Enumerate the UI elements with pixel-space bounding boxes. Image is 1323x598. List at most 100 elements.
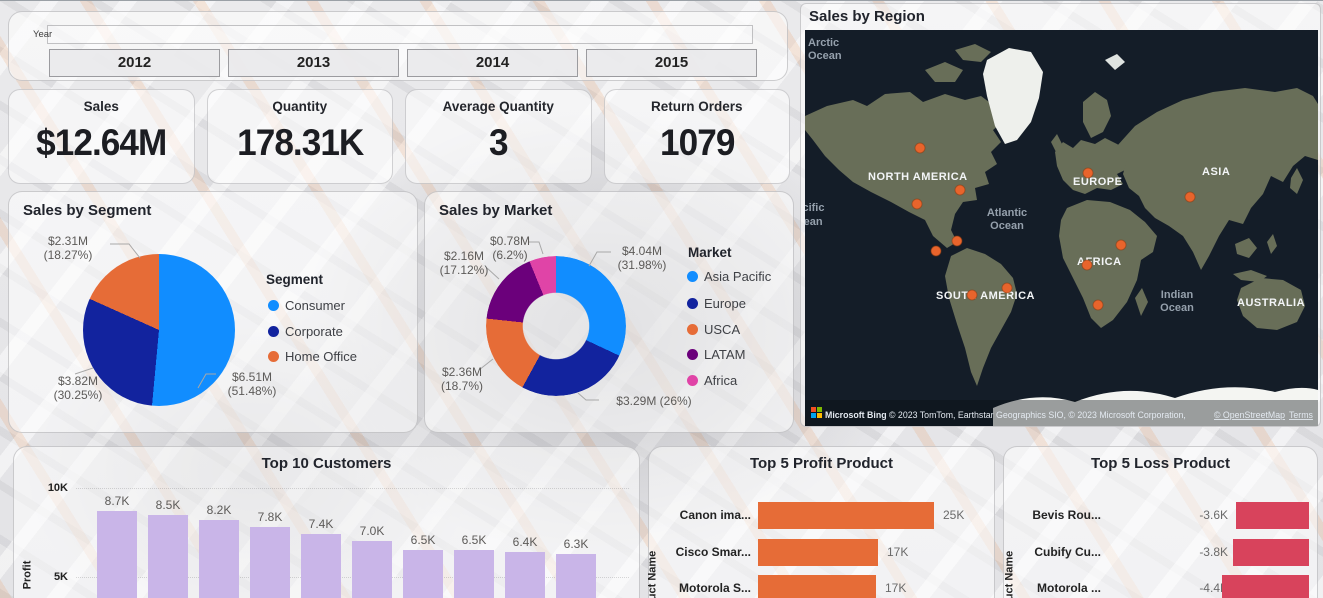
- customer-bar-8[interactable]: [454, 550, 494, 598]
- bar-value-label: -3.8K: [1199, 545, 1228, 559]
- loss-bar-2[interactable]: [1233, 539, 1309, 566]
- legend-item-home-office[interactable]: Home Office: [268, 349, 357, 364]
- attribution-bar: [805, 400, 1318, 426]
- product-name: Bevis Rou...: [1032, 508, 1101, 522]
- callout-value: $2.16M: [443, 249, 485, 263]
- legend-label: Home Office: [285, 349, 358, 364]
- kpi-label: Sales: [83, 99, 119, 114]
- customer-bar-2[interactable]: [148, 515, 188, 598]
- bar-value-label: 17K: [887, 545, 909, 559]
- legend-item-africa[interactable]: Africa: [687, 373, 737, 388]
- market-donut[interactable]: [486, 256, 626, 396]
- year-button-2012[interactable]: 2012: [49, 49, 220, 77]
- bar-value-label: 6.3K: [563, 537, 589, 551]
- legend-label: Corporate: [285, 324, 343, 339]
- callout-pct: (17.12%): [439, 263, 489, 277]
- legend-label: USCA: [704, 322, 741, 337]
- profit-bar-3[interactable]: [758, 575, 876, 598]
- top-5-profit-product-panel: Top 5 Profit Product Product Name Canon …: [646, 446, 995, 598]
- loss-bar-1[interactable]: [1236, 502, 1309, 529]
- british-isles-shape: [1051, 134, 1062, 152]
- callout-pct: (30.25%): [53, 388, 103, 402]
- indian-ocean-label-1: Indian: [1161, 289, 1194, 301]
- legend-item-usca[interactable]: USCA: [687, 322, 740, 337]
- north-america-label: NORTH AMERICA: [868, 171, 968, 183]
- callout-corporate: $3.82M (30.25%): [37, 374, 119, 402]
- australia-shape: [1237, 278, 1305, 330]
- chart-title: Sales by Region: [809, 8, 925, 25]
- pacific-ocean-label-2: Ocean: [805, 216, 823, 228]
- legend-label: LATAM: [704, 347, 746, 362]
- slicer-header-strip: [47, 25, 753, 44]
- svalbard-shape: [1105, 54, 1125, 70]
- legend-item-consumer[interactable]: Consumer: [268, 298, 345, 313]
- marker-us-east[interactable]: [954, 184, 966, 196]
- marker-caribbean[interactable]: [951, 235, 963, 247]
- profit-bar-2[interactable]: [758, 539, 878, 566]
- marker-us-south[interactable]: [911, 198, 923, 210]
- bar-value-label: 17K: [885, 581, 907, 595]
- chart-title: Top 5 Loss Product: [1091, 455, 1230, 472]
- marker-central-africa[interactable]: [1081, 259, 1093, 271]
- customer-bar-7[interactable]: [403, 550, 443, 598]
- profit-bar-1[interactable]: [758, 502, 934, 529]
- legend-item-corporate[interactable]: Corporate: [268, 324, 343, 339]
- marker-canada[interactable]: [914, 142, 926, 154]
- product-name: Cubify Cu...: [1034, 545, 1101, 559]
- europe-label: EUROPE: [1073, 176, 1122, 188]
- sales-by-segment-panel: Sales by Segment $2.31M (18.27%) $3.82M …: [8, 191, 418, 433]
- top-5-loss-product-panel: Top 5 Loss Product Product Name Bevis Ro…: [1003, 446, 1318, 598]
- north-america-shape: [805, 92, 1003, 248]
- year-button-2013[interactable]: 2013: [228, 49, 399, 77]
- callout-africa: $0.78M (6.2%): [483, 234, 537, 262]
- kpi-card-quantity: Quantity 178.31K: [206, 89, 393, 184]
- legend-item-latam[interactable]: LATAM: [687, 347, 745, 362]
- bar-value-label: 7.4K: [308, 517, 334, 531]
- customer-bar-1[interactable]: [97, 511, 137, 598]
- customer-bar-3[interactable]: [199, 520, 239, 598]
- marker-east-africa[interactable]: [1115, 239, 1127, 251]
- product-name: Motorola S...: [679, 581, 751, 595]
- customer-bar-10[interactable]: [556, 554, 596, 598]
- kpi-value: 1079: [659, 122, 735, 163]
- terms-link[interactable]: Terms: [1289, 410, 1314, 420]
- marker-south-america-north[interactable]: [1001, 282, 1013, 294]
- customer-bar-9[interactable]: [505, 552, 545, 598]
- world-map[interactable]: Arctic Ocean Pacific Ocean Atlantic Ocea…: [805, 30, 1318, 426]
- marker-central-asia[interactable]: [1184, 191, 1196, 203]
- callout-latam: $2.16M (17.12%): [435, 249, 493, 277]
- legend-item-asia-pacific[interactable]: Asia Pacific: [687, 269, 771, 284]
- callout-europe: $3.29M (26%): [599, 394, 709, 408]
- sales-by-market-panel: Sales by Market $0.78M (6.2%) $2.16M (17…: [424, 191, 794, 433]
- south-america-shape: [945, 248, 1017, 386]
- marker-south-america-west[interactable]: [966, 289, 978, 301]
- legend-dot: [268, 300, 279, 311]
- slicer-title: Year: [33, 29, 53, 40]
- customer-bar-6[interactable]: [352, 541, 392, 598]
- openstreetmap-link[interactable]: © OpenStreetMap: [1214, 410, 1285, 420]
- product-name: Cisco Smar...: [675, 545, 751, 559]
- legend-item-europe[interactable]: Europe: [687, 296, 746, 311]
- customer-bar-4[interactable]: [250, 527, 290, 598]
- year-button-2015[interactable]: 2015: [586, 49, 757, 77]
- bar-value-label: 6.5K: [410, 533, 436, 547]
- arctic-ocean-label-2: Ocean: [808, 50, 842, 62]
- microsoft-logo-icon: [811, 407, 822, 418]
- legend-label: Europe: [704, 296, 746, 311]
- legend-dot: [687, 271, 698, 282]
- legend-dot: [687, 349, 698, 360]
- bar-value-label: -4.4K: [1199, 581, 1228, 595]
- marker-southern-africa[interactable]: [1092, 299, 1104, 311]
- product-name: Canon ima...: [679, 508, 751, 522]
- legend-label: Consumer: [285, 298, 345, 313]
- marker-central-america[interactable]: [930, 245, 942, 257]
- loss-bar-3[interactable]: [1222, 575, 1309, 598]
- bar-value-label: 6.4K: [512, 535, 538, 549]
- chart-title: Sales by Market: [439, 202, 553, 219]
- legend-dot: [687, 375, 698, 386]
- sales-markers[interactable]: [911, 142, 1196, 311]
- year-button-2014[interactable]: 2014: [407, 49, 578, 77]
- customer-bar-5[interactable]: [301, 534, 341, 598]
- marker-europe[interactable]: [1082, 167, 1094, 179]
- legend-dot: [687, 324, 698, 335]
